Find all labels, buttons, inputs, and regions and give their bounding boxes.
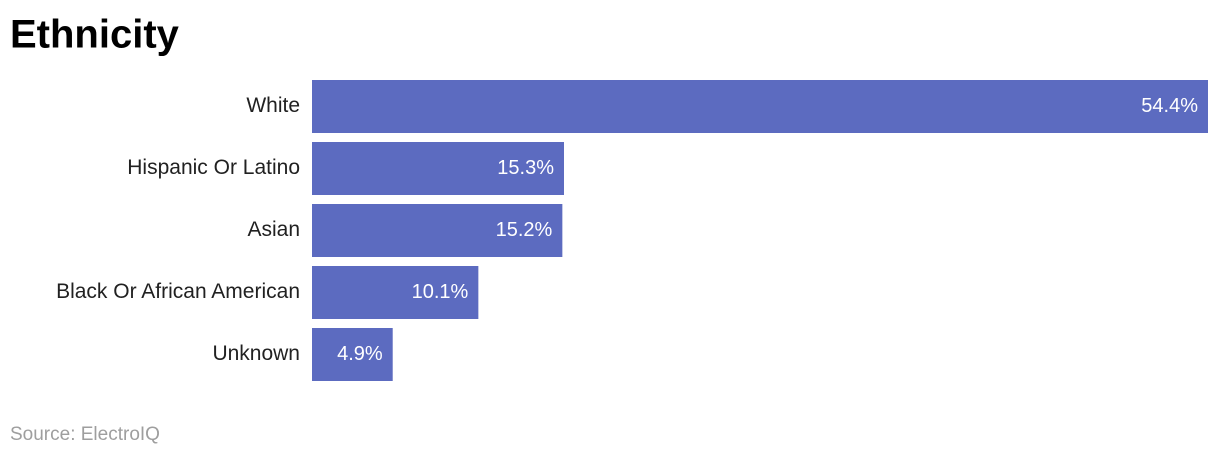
y-tick-label: White bbox=[246, 94, 300, 117]
y-tick-label: Black Or African American bbox=[56, 280, 300, 303]
y-tick-label: Unknown bbox=[212, 342, 300, 365]
bar bbox=[312, 328, 393, 381]
value-label: 54.4% bbox=[1141, 95, 1198, 117]
bar bbox=[312, 142, 564, 195]
value-label: 15.3% bbox=[497, 157, 554, 179]
source: Source: ElectroIQ bbox=[10, 424, 160, 445]
value-label: 10.1% bbox=[412, 281, 469, 303]
y-tick-label: Asian bbox=[247, 218, 300, 241]
chart-title: Ethnicity bbox=[10, 13, 180, 57]
value-label: 15.2% bbox=[496, 219, 553, 241]
y-tick-label: Hispanic Or Latino bbox=[127, 156, 300, 179]
bar bbox=[312, 266, 479, 319]
value-label: 4.9% bbox=[337, 343, 383, 365]
bar bbox=[312, 204, 563, 257]
bar bbox=[312, 80, 1208, 133]
